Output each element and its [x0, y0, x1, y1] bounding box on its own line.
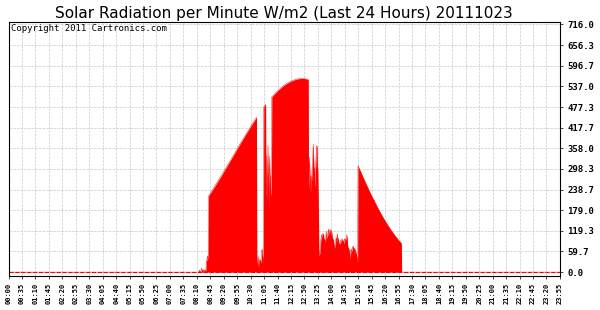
Title: Solar Radiation per Minute W/m2 (Last 24 Hours) 20111023: Solar Radiation per Minute W/m2 (Last 24…	[55, 6, 513, 20]
Text: Copyright 2011 Cartronics.com: Copyright 2011 Cartronics.com	[11, 24, 167, 33]
